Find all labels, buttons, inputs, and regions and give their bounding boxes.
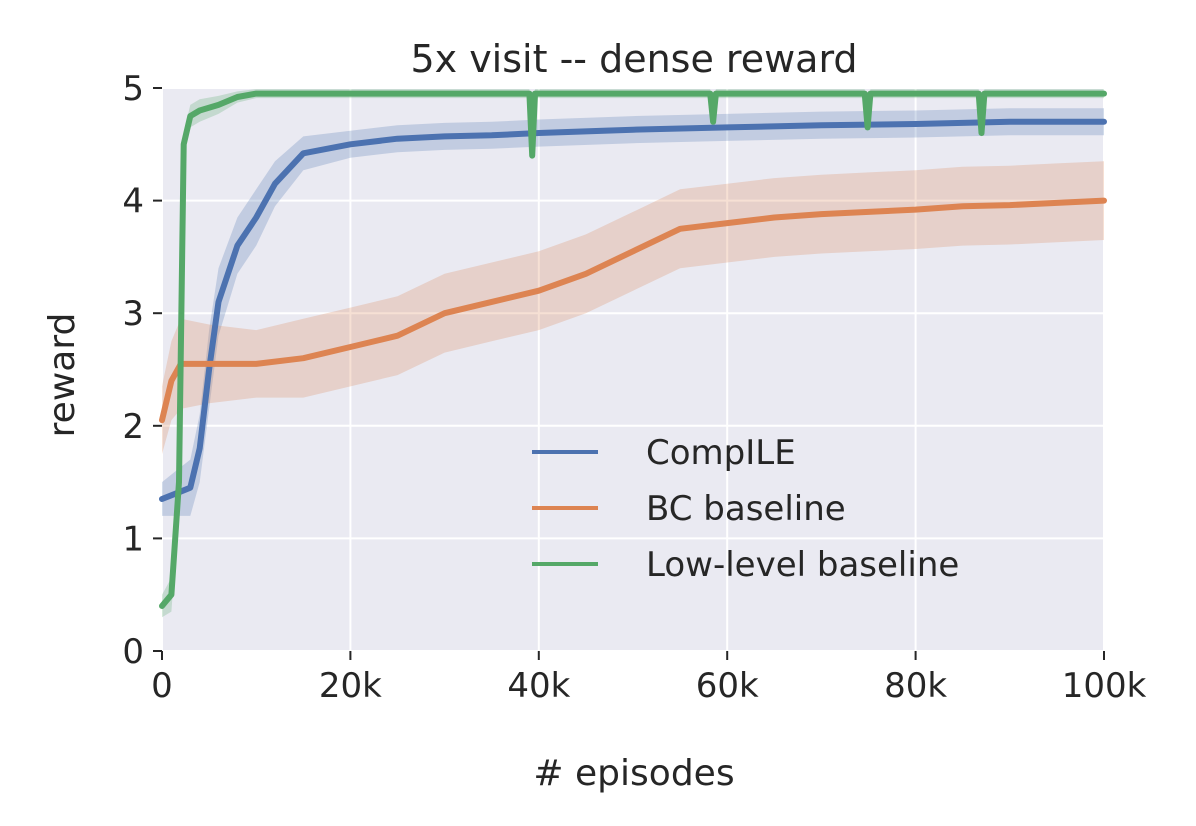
chart-title: 5x visit -- dense reward — [410, 37, 857, 81]
series-line-0 — [159, 118, 1107, 502]
y-axis-label: reward — [42, 313, 83, 438]
legend-label-2: Low-level baseline — [646, 545, 959, 585]
x-tick-label-2: 40k — [507, 666, 570, 706]
confidence-bands — [162, 89, 1104, 618]
y-tick-label-1: 1 — [122, 519, 144, 559]
y-tick-label-3: 3 — [122, 294, 144, 334]
plot-background — [162, 88, 1104, 651]
x-axis-label: # episodes — [533, 753, 734, 794]
legend: CompILE BC baseline Low-level baseline — [532, 433, 959, 585]
series-line-1 — [159, 197, 1107, 424]
x-tick-label-3: 60k — [696, 666, 759, 706]
y-tick-label-0: 0 — [122, 632, 144, 672]
x-tick-label-4: 80k — [884, 666, 947, 706]
series-lines — [159, 90, 1107, 609]
y-tick-label-2: 2 — [122, 407, 144, 447]
y-tick-label-4: 4 — [122, 182, 144, 222]
grid-lines — [161, 87, 1105, 652]
legend-label-0: CompILE — [646, 433, 796, 473]
x-tick-label-1: 20k — [319, 666, 382, 706]
series-line-2 — [159, 90, 1107, 609]
x-tick-label-5: 100k — [1062, 666, 1147, 706]
axes: 0 20k 40k 60k 80k 100k 0 1 2 3 4 5 — [122, 69, 1146, 706]
x-tick-label-0: 0 — [151, 666, 173, 706]
y-tick-label-5: 5 — [122, 69, 144, 109]
legend-label-1: BC baseline — [646, 489, 846, 529]
band-1 — [162, 161, 1104, 454]
